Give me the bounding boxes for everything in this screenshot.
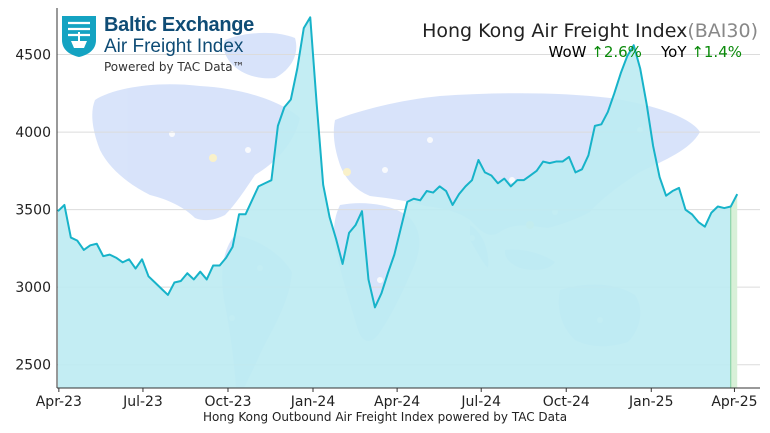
y-tick-label: 4500: [15, 48, 51, 64]
brand-powered-by: Powered by TAC Data™: [104, 60, 245, 74]
chart-title: Hong Kong Air Freight Index(BAI30): [422, 20, 758, 42]
x-tick-label: Jul-24: [460, 394, 501, 410]
y-tick-label: 3500: [15, 203, 51, 219]
series-line-path: [57, 16, 739, 309]
wow-label: WoW: [548, 43, 587, 61]
x-tick-label: Apr-24: [374, 394, 420, 410]
chart-title-text: Hong Kong Air Freight Index: [422, 20, 688, 42]
change-stats: WoW ↑2.6% YoY ↑1.4%: [549, 43, 743, 61]
x-tick-label: Apr-23: [36, 394, 82, 410]
x-axis-label: Hong Kong Outbound Air Freight Index pow…: [202, 410, 568, 424]
yoy-up-arrow-icon: ↑: [691, 43, 704, 61]
series-line: [57, 16, 739, 309]
y-tick-label: 4000: [15, 125, 51, 141]
y-tick-label: 3000: [15, 280, 51, 296]
x-tick-label: Apr-25: [711, 394, 757, 410]
area-fill: [57, 17, 738, 388]
area-fill-path: [57, 17, 731, 388]
x-tick-label: Jan-25: [628, 394, 673, 410]
brand-name: Baltic Exchange: [104, 14, 255, 36]
brand-block: Baltic Exchange Air Freight Index Powere…: [60, 14, 260, 74]
chart-title-code: (BAI30): [687, 20, 758, 42]
x-tick-label: Oct-23: [204, 394, 251, 410]
brand-subtitle: Air Freight Index: [104, 36, 244, 57]
x-tick-label: Jul-23: [122, 394, 163, 410]
wow-value: 2.6%: [603, 43, 642, 61]
latest-week-fill: [730, 194, 738, 388]
yoy-label: YoY: [661, 43, 687, 61]
y-tick-label: 2500: [15, 358, 51, 374]
baltic-exchange-logo-icon: [62, 16, 96, 57]
yoy-value: 1.4%: [703, 43, 742, 61]
axes: 2500 3000 3500 4000 4500 Apr-23 Jul-23 Oct-23 Ja…: [15, 8, 760, 410]
x-tick-label: Jan-24: [290, 394, 336, 410]
x-tick-label: Oct-24: [543, 394, 590, 410]
wow-up-arrow-icon: ↑: [591, 43, 604, 61]
